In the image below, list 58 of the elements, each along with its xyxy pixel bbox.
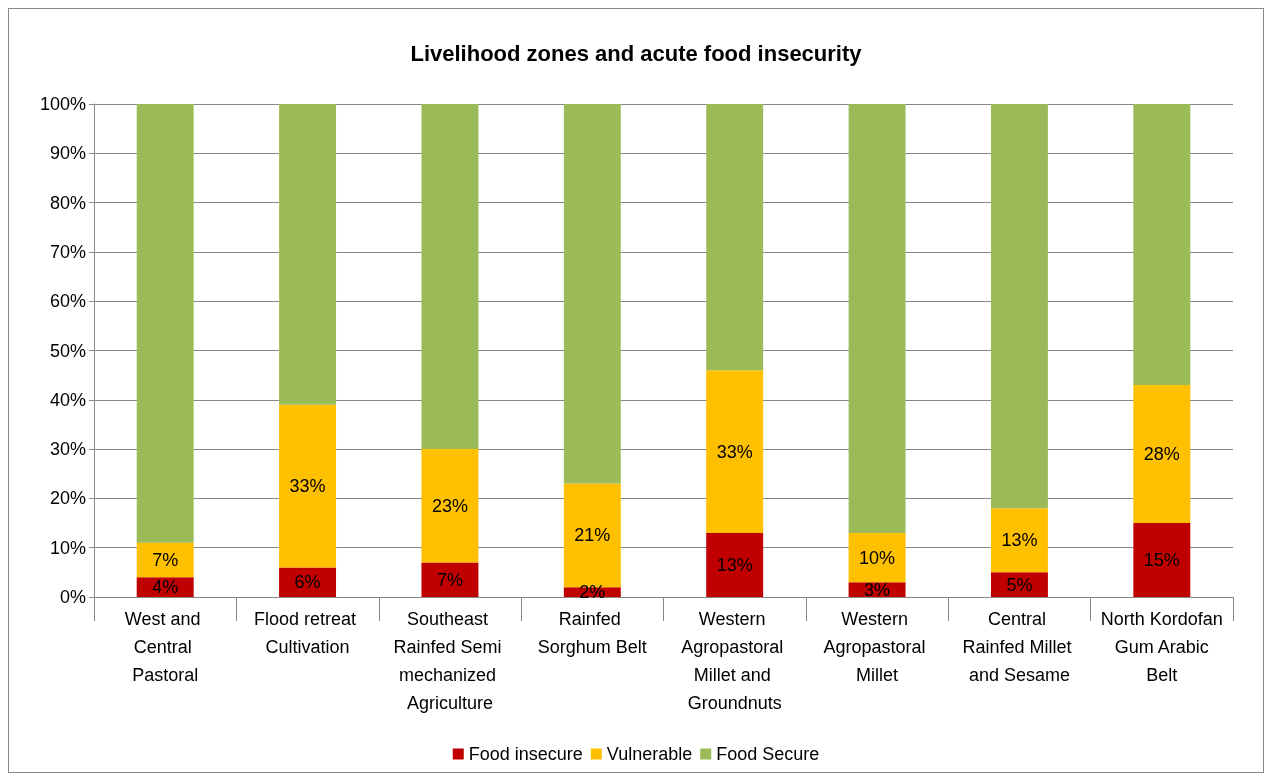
bar: [421, 449, 479, 563]
bar: [848, 104, 906, 533]
legend-label: Food Secure: [716, 744, 820, 764]
x-tick-label: Western Agropastoral Millet: [823, 609, 931, 685]
x-tick-label: Central Rainfed Millet and Sesame: [962, 609, 1077, 685]
data-label: 23%: [431, 495, 468, 516]
data-label: 33%: [289, 476, 326, 497]
bar: [990, 104, 1048, 509]
data-label: 5%: [1006, 574, 1033, 595]
data-label: 15%: [1143, 550, 1180, 571]
data-label: 4%: [152, 577, 179, 598]
bar: [279, 567, 337, 597]
y-tick-label: 80%: [49, 192, 86, 213]
bar: [421, 562, 479, 597]
x-tick-label: Southeast Rainfed Semi mechanized Agriculture: [393, 609, 507, 713]
legend-label: Vulnerable: [606, 744, 693, 764]
bar: [279, 104, 337, 405]
x-tick-label: Flood retreat Cultivation: [254, 609, 362, 657]
y-tick-label: 10%: [49, 537, 86, 558]
data-label: 28%: [1143, 444, 1180, 465]
y-tick-label: 70%: [49, 241, 86, 262]
y-tick-label: 30%: [49, 439, 86, 460]
data-label: 7%: [436, 569, 463, 590]
y-tick-label: 50%: [49, 340, 86, 361]
y-tick-label: 90%: [49, 143, 86, 164]
bar: [706, 532, 764, 597]
data-label: 13%: [716, 554, 753, 575]
bar: [1133, 385, 1191, 524]
bar: [706, 370, 764, 533]
data-label: 3%: [864, 579, 891, 600]
data-label: 10%: [859, 547, 896, 568]
y-tick-label: 0%: [59, 587, 86, 607]
x-tick-label: North Kordofan Gum Arabic Belt: [1100, 609, 1223, 685]
y-tick-label: 100%: [39, 94, 86, 114]
x-tick-label: West and Central Pastoral: [124, 609, 206, 685]
bar: [136, 542, 194, 578]
y-tick-label: 40%: [49, 389, 86, 410]
bar: [1133, 523, 1191, 597]
bar: [848, 532, 906, 583]
bar: [421, 104, 479, 450]
bar: [136, 104, 194, 543]
y-tick-label: 60%: [49, 291, 86, 312]
bar: [1133, 104, 1191, 386]
data-label: 13%: [1001, 530, 1038, 551]
data-label: 2%: [579, 582, 606, 603]
data-label: 6%: [294, 572, 321, 593]
data-label: 33%: [716, 441, 753, 462]
x-tick-label: Western Agropastoral Millet and Groundnuts: [681, 609, 789, 713]
data-label: 7%: [152, 550, 179, 571]
legend-label: Food insecure: [468, 744, 583, 764]
y-tick-label: 20%: [49, 488, 86, 509]
bar: [279, 404, 337, 568]
x-tick-label: Rainfed Sorghum Belt: [537, 609, 647, 657]
bar: [563, 104, 621, 484]
data-label: 21%: [574, 525, 611, 546]
bar: [990, 508, 1048, 573]
bar: [706, 104, 764, 371]
chart-title: Livelihood zones and acute food insecurity: [410, 40, 863, 66]
